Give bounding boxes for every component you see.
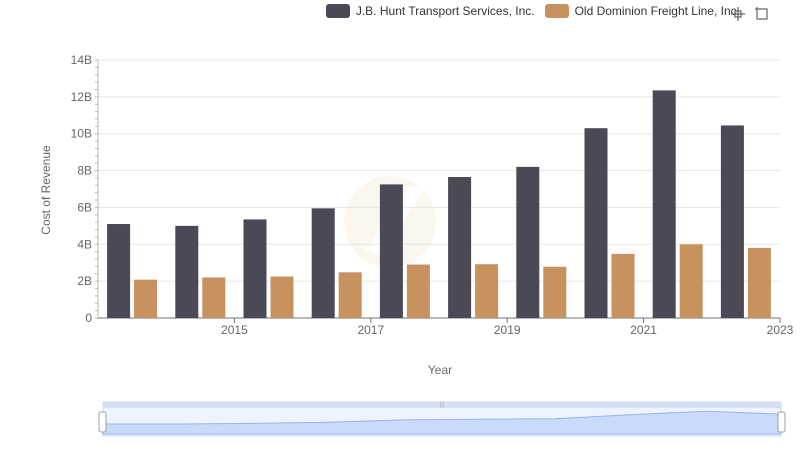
x-tick-label: 2019: [494, 323, 521, 337]
y-tick-label: 6B: [77, 200, 92, 214]
bar-old-dominion-2022: [679, 244, 703, 318]
x-tick-label: 2021: [630, 323, 657, 337]
data-zoom-slider[interactable]: |||: [98, 401, 786, 437]
y-tick-label: 2B: [77, 274, 92, 288]
legend-swatch-old-dominion: [544, 4, 569, 18]
legend-label-jb-hunt: J.B. Hunt Transport Services, Inc.: [355, 4, 535, 18]
zoom-icon[interactable]: [730, 6, 746, 22]
restore-icon[interactable]: [754, 6, 770, 22]
y-tick-label: 10B: [71, 127, 92, 141]
bar-old-dominion-2017: [338, 272, 362, 318]
y-tick-label: 0: [85, 311, 92, 325]
bar-old-dominion-2020: [543, 266, 567, 318]
legend: J.B. Hunt Transport Services, Inc. Old D…: [325, 4, 740, 18]
bar-old-dominion-2014: [134, 279, 158, 318]
data-zoom-left-handle[interactable]: [98, 411, 107, 433]
legend-item-jb-hunt[interactable]: J.B. Hunt Transport Services, Inc.: [325, 4, 535, 18]
bar-old-dominion-2019: [475, 264, 499, 318]
bar-old-dominion-2018: [406, 264, 430, 318]
legend-label-old-dominion: Old Dominion Freight Line, Inc.: [574, 4, 740, 18]
bar-old-dominion-2016: [270, 276, 294, 318]
y-tick-label: 14B: [71, 53, 92, 67]
toolbox: [730, 6, 770, 22]
bar-jb-hunt-2021: [584, 128, 608, 318]
bar-old-dominion-2021: [611, 253, 635, 318]
y-tick-label: 12B: [71, 90, 92, 104]
bar-jb-hunt-2017: [311, 208, 335, 318]
data-zoom-grip-icon[interactable]: |||: [440, 402, 445, 408]
bar-old-dominion-2015: [202, 277, 226, 318]
x-tick-label: 2017: [357, 323, 384, 337]
bar-old-dominion-2023: [747, 247, 771, 318]
bars: [107, 90, 771, 319]
grid-lines: [98, 59, 780, 282]
y-tick-label: 8B: [77, 164, 92, 178]
data-zoom-top-bar[interactable]: [103, 402, 781, 408]
bar-jb-hunt-2014: [107, 224, 131, 318]
data-zoom-preview: [102, 410, 782, 435]
y-axis-label: Cost of Revenue: [39, 145, 53, 235]
bar-jb-hunt-2015: [175, 225, 199, 318]
bar-jb-hunt-2019: [448, 177, 472, 318]
legend-item-old-dominion[interactable]: Old Dominion Freight Line, Inc.: [544, 4, 740, 18]
bar-jb-hunt-2020: [516, 166, 540, 318]
y-tick-label: 4B: [77, 237, 92, 251]
bar-jb-hunt-2018: [379, 184, 403, 318]
legend-swatch-jb-hunt: [325, 4, 350, 18]
x-tick-label: 2015: [221, 323, 248, 337]
x-tick-label: 2023: [767, 323, 794, 337]
data-zoom-right-handle[interactable]: [777, 411, 786, 433]
bar-jb-hunt-2022: [652, 90, 676, 319]
data-zoom-selection[interactable]: [103, 408, 781, 436]
bar-jb-hunt-2023: [720, 125, 744, 319]
x-axis-label: Year: [428, 363, 452, 377]
y-axis-ticks: 0 2B 4B 6B 8B 10B 12B 14B: [71, 53, 98, 325]
bar-jb-hunt-2016: [243, 219, 267, 318]
